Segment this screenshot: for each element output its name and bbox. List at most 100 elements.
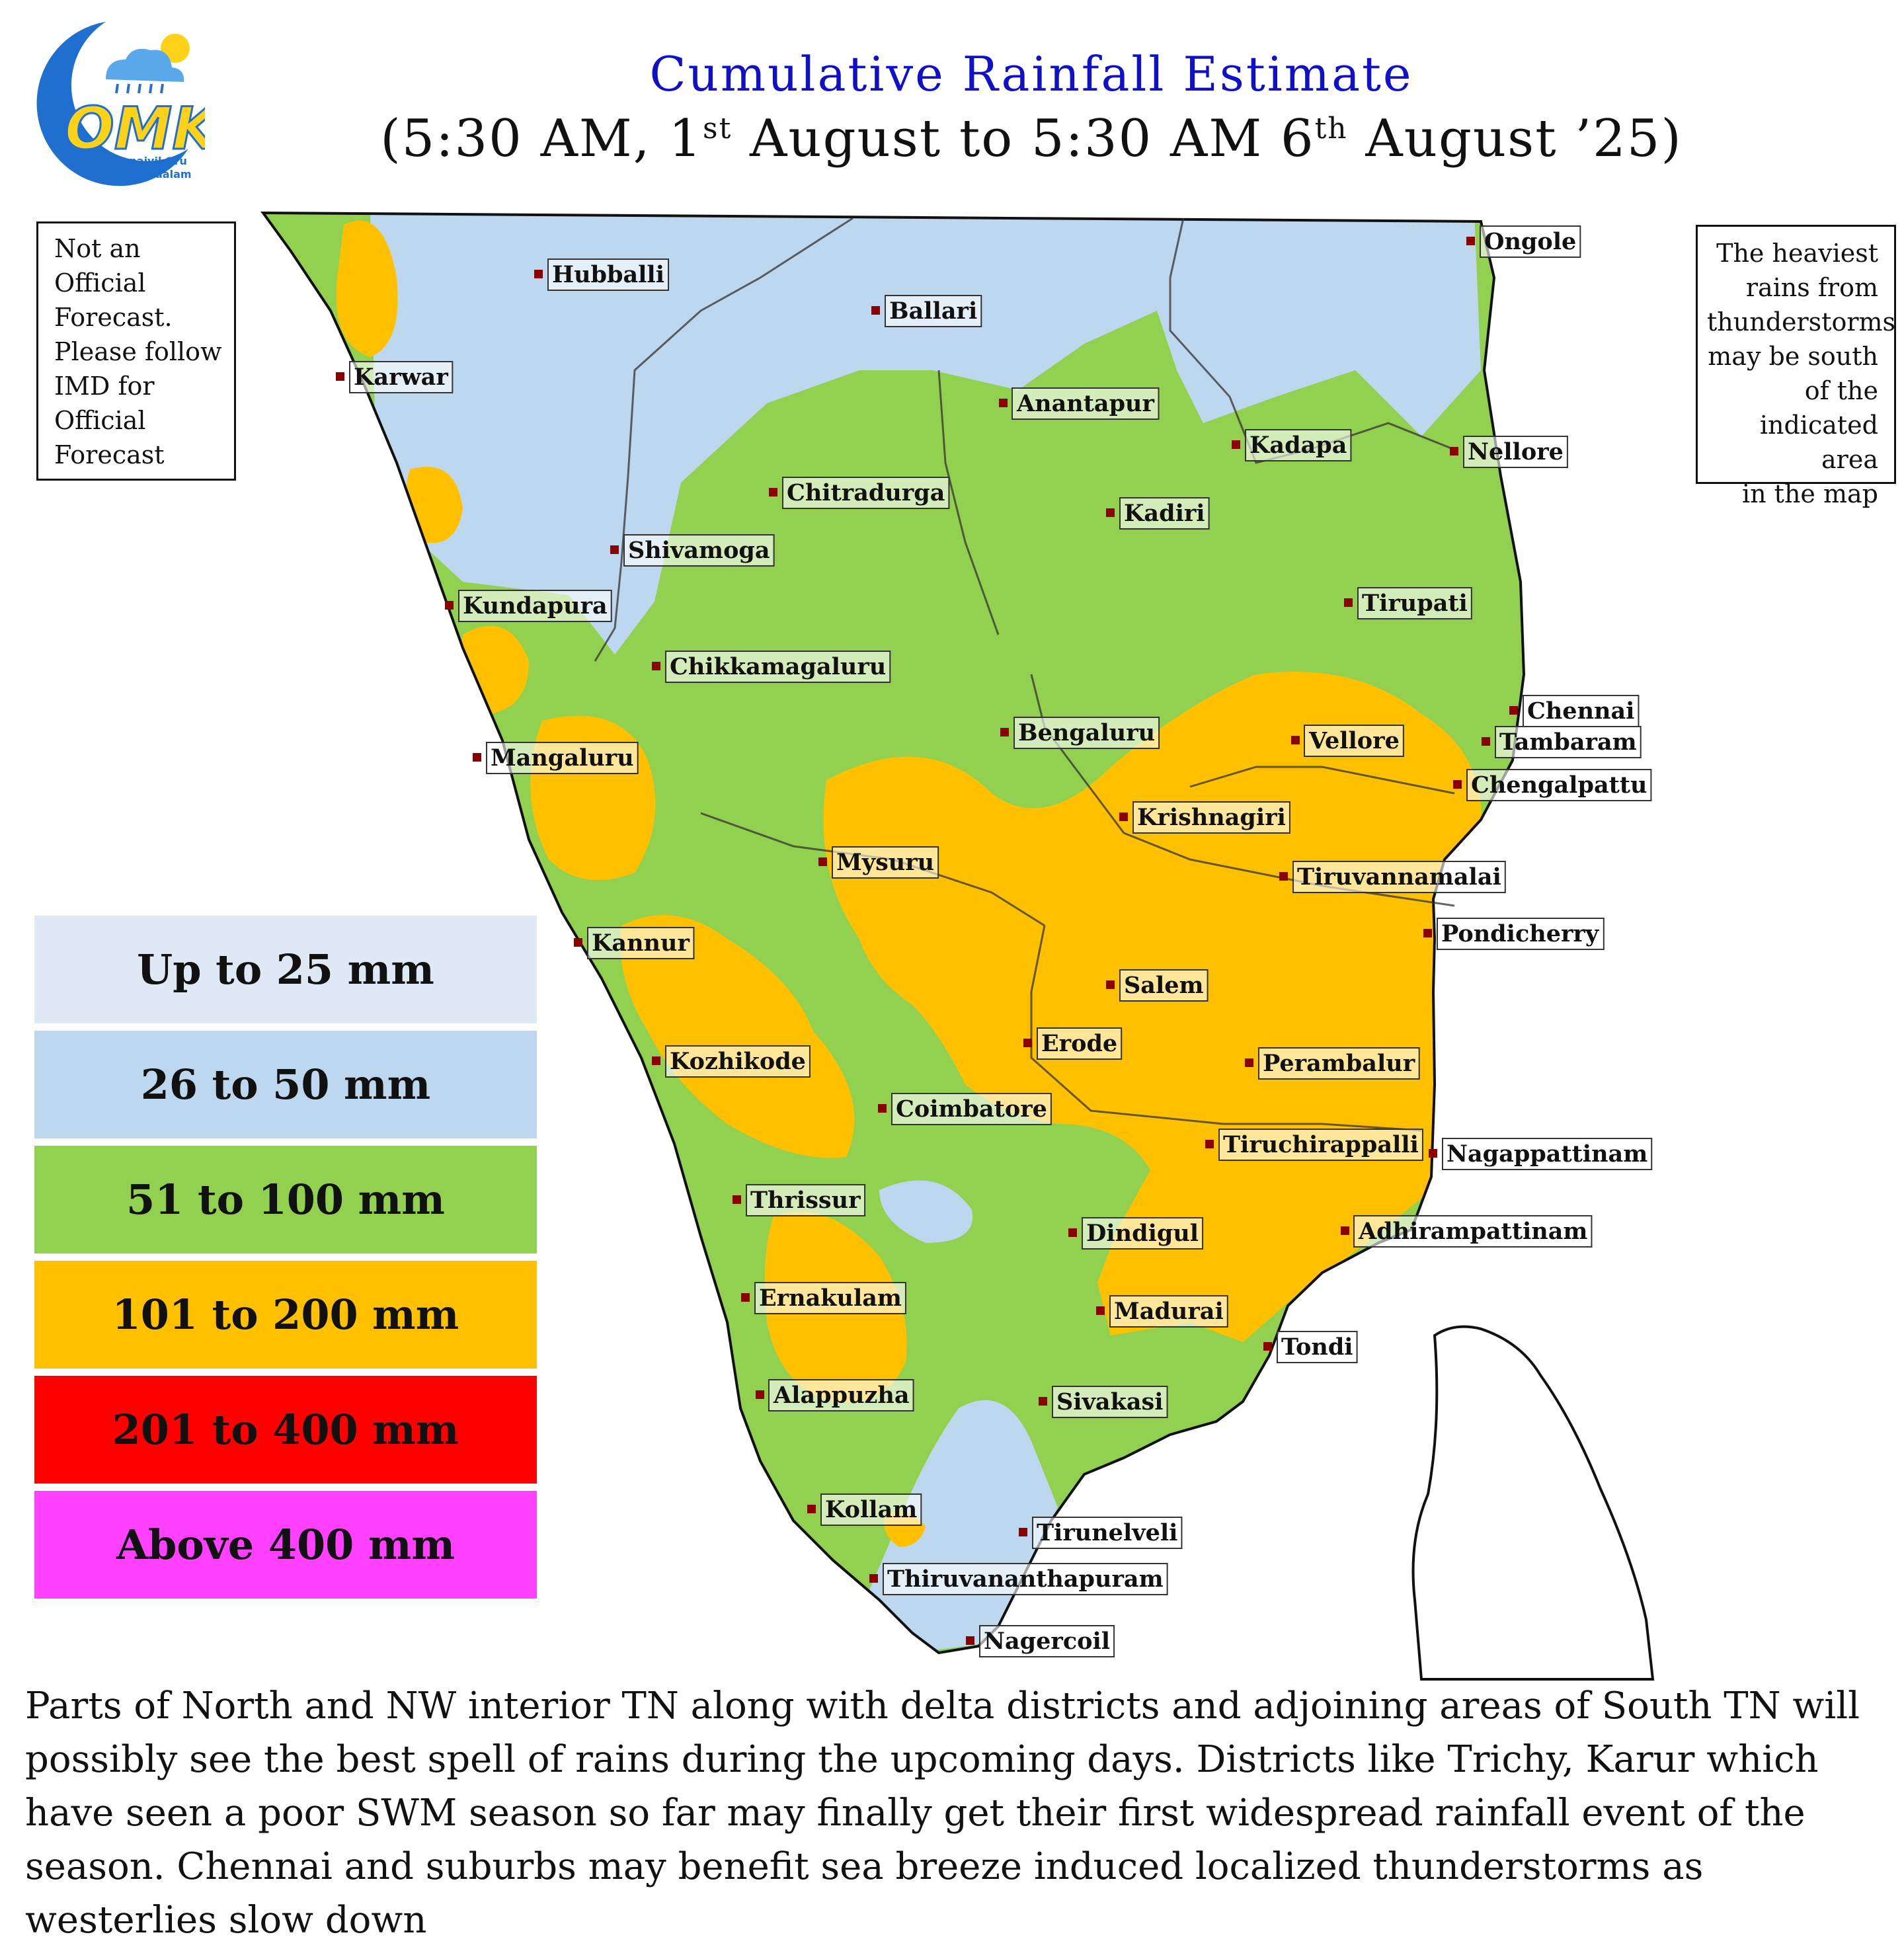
city-label-box [1052,1386,1168,1418]
legend-item-51-100: 51 to 100 mm [34,1146,537,1253]
city-marker-icon [445,601,454,610]
omk-logo: OMK Chennaiyil Oru Mazhaikkaalam [36,22,205,186]
rainfall-map: Hubballi Ongole Ballari Karwar Anantapur Kada… [262,212,1655,1681]
city-label: Kadiri [1124,500,1205,527]
city-label: Tondi [1281,1333,1353,1361]
legend-item-up-to-25: Up to 25 mm [34,916,537,1023]
city-madurai: Madurai [1096,1295,1228,1328]
city-marker-icon [1119,813,1128,821]
city-chengalpattu: Chengalpattu [1453,769,1652,801]
city-mangaluru: Mangaluru [473,742,639,774]
city-label-box [1037,1027,1123,1060]
city-label: Nagappattinam [1447,1140,1647,1168]
city-label: Perambalur [1263,1050,1415,1077]
city-tirunelveli: Tirunelveli [1019,1517,1183,1549]
city-label: Tiruchirappalli [1223,1131,1419,1158]
city-label-box [623,534,775,567]
city-karwar: Karwar [336,361,454,393]
city-label-box [665,1045,811,1078]
city-perambalur: Perambalur [1245,1047,1420,1080]
svg-text:Chennaiyil Oru: Chennaiyil Oru [99,155,187,167]
city-marker-icon [1245,1058,1253,1067]
city-marker-icon [733,1195,741,1204]
city-marker-icon [1106,980,1115,989]
cloud-icon [106,48,184,82]
city-tambaram: Tambaram [1482,726,1642,758]
forecast-description: Parts of North and NW interior TN along … [25,1685,1860,1942]
city-label: Kannur [592,930,690,957]
city-label: Kozhikode [670,1048,806,1075]
city-tiruchirappalli: Tiruchirappalli [1205,1129,1423,1161]
city-marker-icon [878,1104,887,1113]
city-label-box [754,1282,906,1314]
city-marker-icon [869,1574,878,1583]
city-shivamoga: Shivamoga [610,534,775,567]
city-marker-icon [1344,598,1353,607]
city-kollam: Kollam [807,1493,922,1526]
city-label: Nellore [1468,438,1564,465]
city-label-box [547,258,670,291]
city-marker-icon [574,938,582,947]
city-label-box [1119,497,1210,530]
zone-101-200-kerala [620,915,855,1158]
city-label-box [665,651,891,683]
city-tondi: Tondi [1263,1331,1358,1363]
city-label: Hubballi [552,261,664,288]
city-marker-icon [1482,737,1490,746]
city-label-box [1013,717,1160,749]
city-nagappattinam: Nagappattinam [1429,1138,1653,1170]
city-label-box [1495,726,1642,758]
city-label-box [1109,1295,1228,1328]
legend-item-101-200: 101 to 200 mm [34,1261,537,1369]
city-label: Karwar [354,364,448,391]
legend: Up to 25 mm 26 to 50 mm 51 to 100 mm 101… [34,916,537,1606]
city-marker-icon [1509,706,1518,715]
city-marker-icon [756,1390,764,1399]
sun-icon [161,34,190,63]
city-label-box [1357,587,1472,619]
city-label-box [1082,1217,1204,1250]
city-marker-icon [1232,440,1240,449]
city-kadapa: Kadapa [1232,429,1352,461]
city-marker-icon [1291,736,1300,744]
city-label: Chikkamagaluru [670,653,886,680]
svg-text:OMK: OMK [65,95,205,163]
city-marker-icon [1429,1149,1437,1158]
city-marker-icon [1205,1140,1214,1148]
city-label: Chitradurga [787,479,945,506]
legend-item-above-400: Above 400 mm [34,1491,537,1599]
city-label: Pondicherry [1441,920,1600,947]
city-anantapur: Anantapur [999,387,1160,420]
city-erode: Erode [1023,1027,1123,1060]
city-label-box [1012,387,1160,420]
city-marker-icon [1023,1039,1032,1047]
city-sivakasi: Sivakasi [1039,1386,1168,1418]
city-label-box [1463,436,1568,468]
city-label: Tirupati [1362,590,1468,617]
city-adhirampattinam: Adhirampattinam [1341,1215,1593,1248]
city-label-box [1292,861,1506,893]
city-vellore: Vellore [1291,725,1404,757]
city-label-box [587,927,695,959]
city-label: Thiruvananthapuram [887,1566,1164,1593]
city-label: Vellore [1308,727,1400,754]
city-kannur: Kannur [574,927,695,959]
city-label-box [820,1493,922,1526]
city-label: Krishnagiri [1137,804,1286,831]
city-label-box [486,742,639,774]
city-label: Mangaluru [491,744,634,772]
city-label: Mysuru [836,849,934,876]
city-label-box [1437,918,1605,950]
city-nagercoil: Nagercoil [966,1625,1115,1657]
city-label-box [1245,429,1352,461]
city-label-box [832,846,939,879]
city-marker-icon [1106,508,1115,517]
city-label: Coimbatore [896,1095,1047,1123]
city-label: Bengaluru [1018,719,1155,746]
city-marker-icon [652,662,660,670]
city-label-box [1119,969,1209,1002]
city-kozhikode: Kozhikode [652,1045,811,1078]
city-marker-icon [1096,1306,1105,1315]
info-box: The heaviest rains from thunderstorms may … [1696,225,1896,508]
city-label-box [1277,1331,1358,1363]
